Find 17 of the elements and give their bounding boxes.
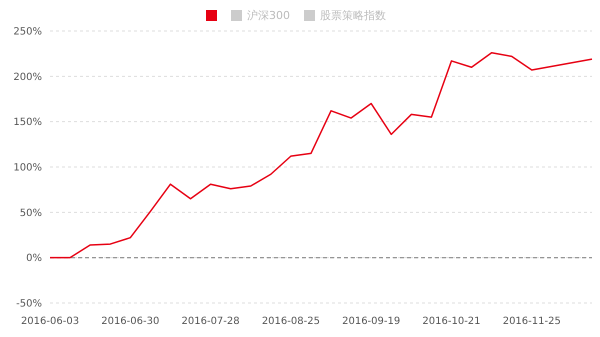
- y-tick-label: 200%: [13, 72, 42, 83]
- x-tick-label: 2016-08-25: [262, 316, 320, 328]
- legend-label: 沪深300: [247, 8, 290, 23]
- x-tick-label: 2016-06-03: [20, 316, 80, 328]
- line-series: [49, 52, 593, 258]
- x-tick-label: 2016-07-28: [182, 316, 240, 328]
- x-tick-label: 2016-06-30: [101, 316, 160, 328]
- y-tick-label: 50%: [20, 208, 42, 219]
- y-tick-label: 100%: [13, 162, 42, 174]
- y-tick-label: -50%: [16, 298, 42, 310]
- x-tick-label: 2016-09-19: [342, 316, 400, 328]
- y-tick-label: 250%: [13, 26, 42, 38]
- legend-label: 股票策略指数: [320, 8, 386, 23]
- y-tick-label: 150%: [13, 117, 42, 128]
- x-tick-label: 2016-10-21: [422, 316, 481, 328]
- y-tick-label: 0%: [26, 253, 42, 264]
- x-tick-label: 2016-11-25: [502, 316, 561, 328]
